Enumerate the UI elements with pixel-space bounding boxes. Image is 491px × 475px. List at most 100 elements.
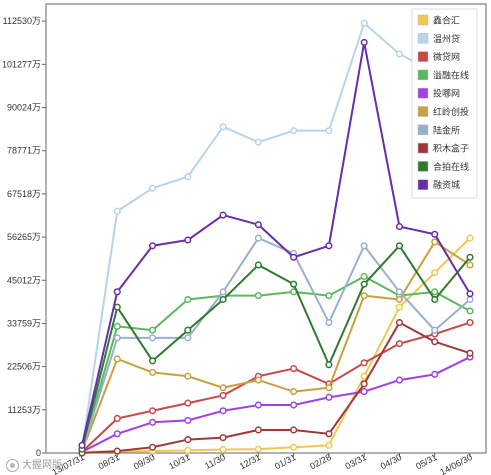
data-point	[113, 414, 121, 423]
data-point	[113, 430, 121, 438]
data-point	[113, 303, 121, 311]
data-point	[113, 288, 121, 296]
series-8	[78, 242, 474, 453]
data-point	[466, 234, 474, 242]
data-point	[113, 355, 121, 363]
data-point	[360, 292, 368, 300]
data-point	[184, 295, 192, 304]
data-point	[325, 361, 333, 369]
x-tick-label: 01/31	[273, 452, 298, 471]
y-tick-label: 112530万	[3, 16, 41, 26]
data-point	[360, 242, 368, 250]
data-point	[219, 434, 227, 442]
legend-swatch	[417, 124, 429, 136]
data-point	[184, 173, 192, 181]
x-tick-label: 03/31	[344, 452, 369, 471]
series-3	[78, 272, 474, 454]
series-1	[78, 19, 474, 453]
x-tick-label: 14/06/30	[438, 452, 474, 475]
data-point	[290, 426, 298, 434]
data-point	[360, 38, 368, 46]
series-line	[81, 22, 471, 450]
legend-swatch	[417, 69, 429, 81]
data-point	[360, 380, 368, 388]
data-point	[360, 280, 368, 288]
data-point	[395, 295, 404, 304]
data-point	[395, 223, 404, 231]
data-point	[290, 253, 298, 261]
data-point	[219, 407, 227, 415]
data-point	[325, 242, 333, 250]
watermark: 大握网版	[6, 456, 62, 472]
series-lines	[78, 19, 474, 457]
data-point	[325, 292, 333, 300]
data-point	[360, 19, 368, 27]
data-point	[254, 292, 262, 300]
y-tick-label: 78771万	[7, 146, 41, 156]
data-point	[219, 123, 227, 131]
data-point	[360, 272, 368, 281]
data-point	[148, 357, 157, 365]
x-axis-ticks: 13/07/31 08/31 09/30 10/31 11/30 12/31 01/31 02…	[50, 452, 474, 475]
legend-label: 红岭创投	[433, 106, 469, 118]
legend-swatch	[417, 33, 429, 44]
data-point	[184, 436, 192, 444]
chart-axes	[45, 3, 487, 454]
data-point	[254, 221, 262, 229]
data-point	[431, 326, 439, 334]
series-line	[81, 244, 471, 450]
data-point	[184, 372, 192, 380]
data-point	[254, 426, 262, 434]
x-tick-label: 12/31	[238, 452, 263, 471]
watermark-text: 大握网版	[22, 460, 62, 471]
data-point	[184, 416, 192, 424]
series-line	[81, 240, 471, 452]
y-tick-label: 56265万	[7, 232, 41, 242]
data-point	[466, 349, 474, 357]
data-point	[113, 207, 121, 215]
legend-swatch	[417, 106, 429, 117]
data-point	[290, 401, 298, 409]
legend-label: 温州贷	[433, 33, 460, 45]
data-point	[148, 368, 157, 376]
data-point	[466, 318, 474, 327]
data-point	[219, 288, 227, 296]
data-point	[395, 50, 404, 58]
legend-label: 积木盒子	[433, 143, 469, 155]
data-point	[431, 238, 439, 246]
data-point	[113, 322, 121, 330]
legend-swatch	[417, 161, 429, 172]
data-point	[466, 295, 474, 304]
series-line	[81, 41, 471, 446]
x-tick-label: 04/30	[379, 452, 404, 471]
data-point	[184, 334, 192, 342]
data-point	[219, 445, 227, 454]
data-point	[290, 127, 298, 135]
legend-label: 溢融在线	[433, 69, 469, 81]
watermark-logo-icon	[6, 458, 19, 472]
y-tick-label: 45012万	[7, 275, 41, 285]
data-point	[325, 318, 333, 327]
data-point	[360, 372, 368, 380]
data-point	[219, 295, 227, 304]
data-point	[219, 391, 227, 399]
legend-label: 融资城	[433, 180, 460, 191]
series-line	[81, 321, 471, 454]
data-point	[431, 295, 439, 304]
series-line	[81, 275, 471, 451]
y-tick-label: 11253万	[8, 405, 41, 415]
data-point	[290, 280, 298, 288]
series-7	[78, 318, 474, 457]
data-point	[431, 370, 439, 378]
series-0	[78, 234, 474, 456]
series-9	[78, 38, 474, 449]
x-tick-label: 11/30	[203, 452, 227, 471]
data-point	[148, 184, 157, 192]
data-point	[254, 401, 262, 409]
data-point	[78, 441, 86, 449]
data-point	[148, 443, 157, 451]
data-point	[360, 388, 368, 396]
data-point	[113, 334, 121, 342]
